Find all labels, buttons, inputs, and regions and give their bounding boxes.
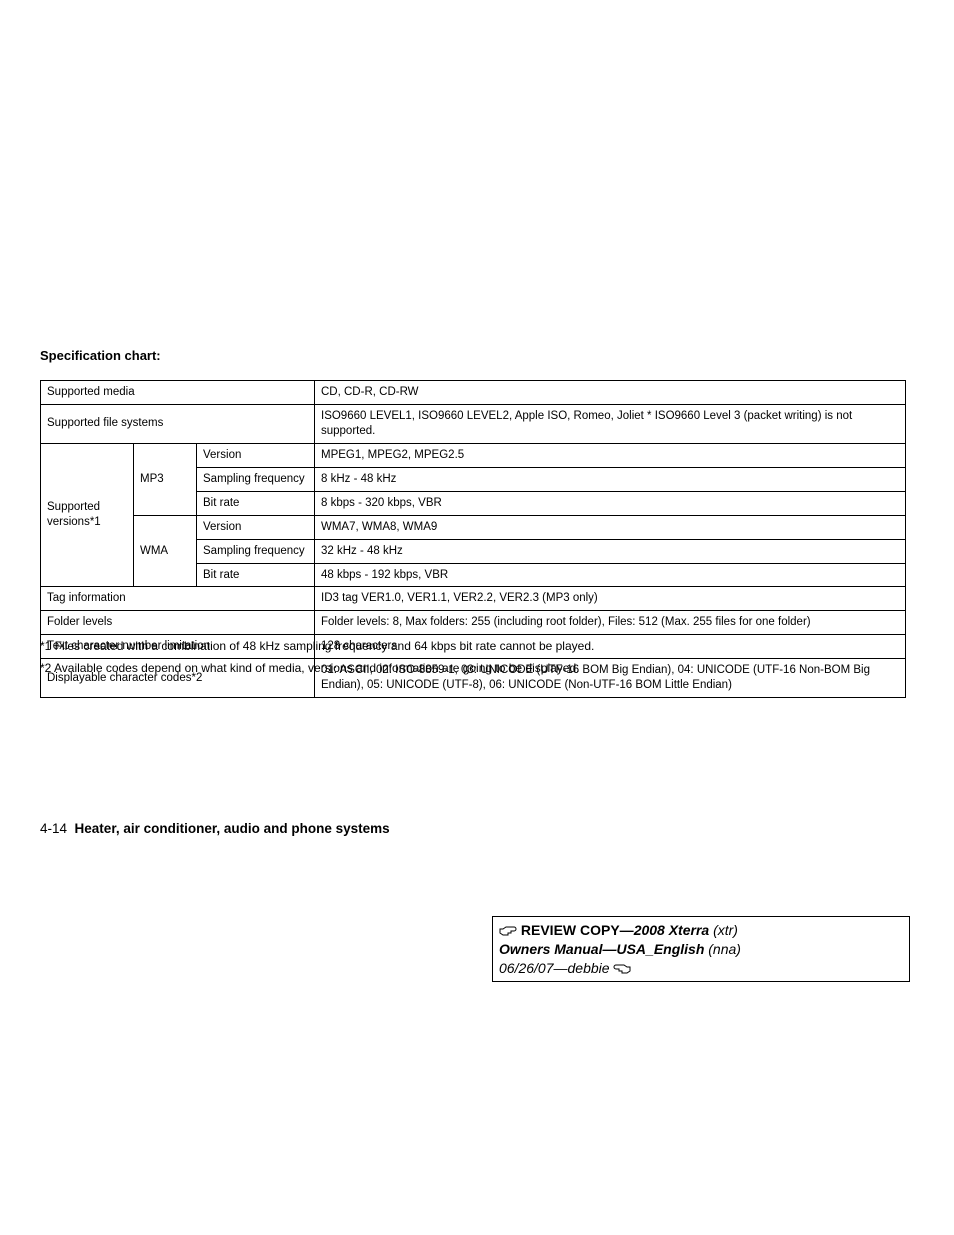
review-text: 2008 Xterra — [634, 922, 710, 938]
cell-label: WMA — [134, 515, 197, 587]
cell-label: Supported versions*1 — [41, 443, 134, 587]
cell-label: Bit rate — [197, 563, 315, 587]
table-row: Supported media CD, CD-R, CD-RW — [41, 381, 906, 405]
cell-value: ISO9660 LEVEL1, ISO9660 LEVEL2, Apple IS… — [315, 404, 906, 443]
review-line: 06/26/07—debbie — [499, 959, 903, 978]
page-section-title: Heater, air conditioner, audio and phone… — [75, 821, 390, 836]
review-text: (nna) — [708, 941, 741, 957]
cell-value: Folder levels: 8, Max folders: 255 (incl… — [315, 611, 906, 635]
table-row: WMA Version WMA7, WMA8, WMA9 — [41, 515, 906, 539]
cell-value: WMA7, WMA8, WMA9 — [315, 515, 906, 539]
footnote: *1 Files created with a combination of 4… — [40, 636, 594, 656]
hand-right-icon — [499, 925, 517, 937]
cell-label: Supported file systems — [41, 404, 315, 443]
hand-left-icon — [613, 963, 631, 975]
cell-value: MPEG1, MPEG2, MPEG2.5 — [315, 443, 906, 467]
cell-value: 8 kbps - 320 kbps, VBR — [315, 491, 906, 515]
cell-label: Supported media — [41, 381, 315, 405]
review-line: Owners Manual—USA_English (nna) — [499, 940, 903, 959]
page-footer: 4-14 Heater, air conditioner, audio and … — [40, 821, 390, 836]
cell-label: Version — [197, 515, 315, 539]
review-text: (xtr) — [713, 922, 738, 938]
cell-label: Tag information — [41, 587, 315, 611]
footnotes: *1 Files created with a combination of 4… — [40, 636, 594, 681]
cell-label: Folder levels — [41, 611, 315, 635]
table-row: Supported versions*1 MP3 Version MPEG1, … — [41, 443, 906, 467]
review-copy-box: REVIEW COPY—2008 Xterra (xtr) Owners Man… — [492, 916, 910, 982]
cell-value: 32 kHz - 48 kHz — [315, 539, 906, 563]
cell-label: Sampling frequency — [197, 539, 315, 563]
cell-value: CD, CD-R, CD-RW — [315, 381, 906, 405]
review-text: 06/26/07—debbie — [499, 960, 610, 976]
footnote: *2 Available codes depend on what kind o… — [40, 658, 594, 678]
table-row: Tag information ID3 tag VER1.0, VER1.1, … — [41, 587, 906, 611]
table-row: Supported file systems ISO9660 LEVEL1, I… — [41, 404, 906, 443]
cell-label: Version — [197, 443, 315, 467]
review-line: REVIEW COPY—2008 Xterra (xtr) — [499, 921, 903, 940]
review-text: REVIEW COPY— — [521, 922, 634, 938]
table-row: Folder levels Folder levels: 8, Max fold… — [41, 611, 906, 635]
cell-value: 48 kbps - 192 kbps, VBR — [315, 563, 906, 587]
page-number: 4-14 — [40, 821, 67, 836]
review-text: Owners Manual—USA_English — [499, 941, 704, 957]
cell-label: Bit rate — [197, 491, 315, 515]
cell-label: MP3 — [134, 443, 197, 515]
section-heading: Specification chart: — [40, 348, 161, 363]
page: Specification chart: Supported media CD,… — [0, 0, 954, 1235]
cell-value: 8 kHz - 48 kHz — [315, 467, 906, 491]
cell-label: Sampling frequency — [197, 467, 315, 491]
cell-value: ID3 tag VER1.0, VER1.1, VER2.2, VER2.3 (… — [315, 587, 906, 611]
